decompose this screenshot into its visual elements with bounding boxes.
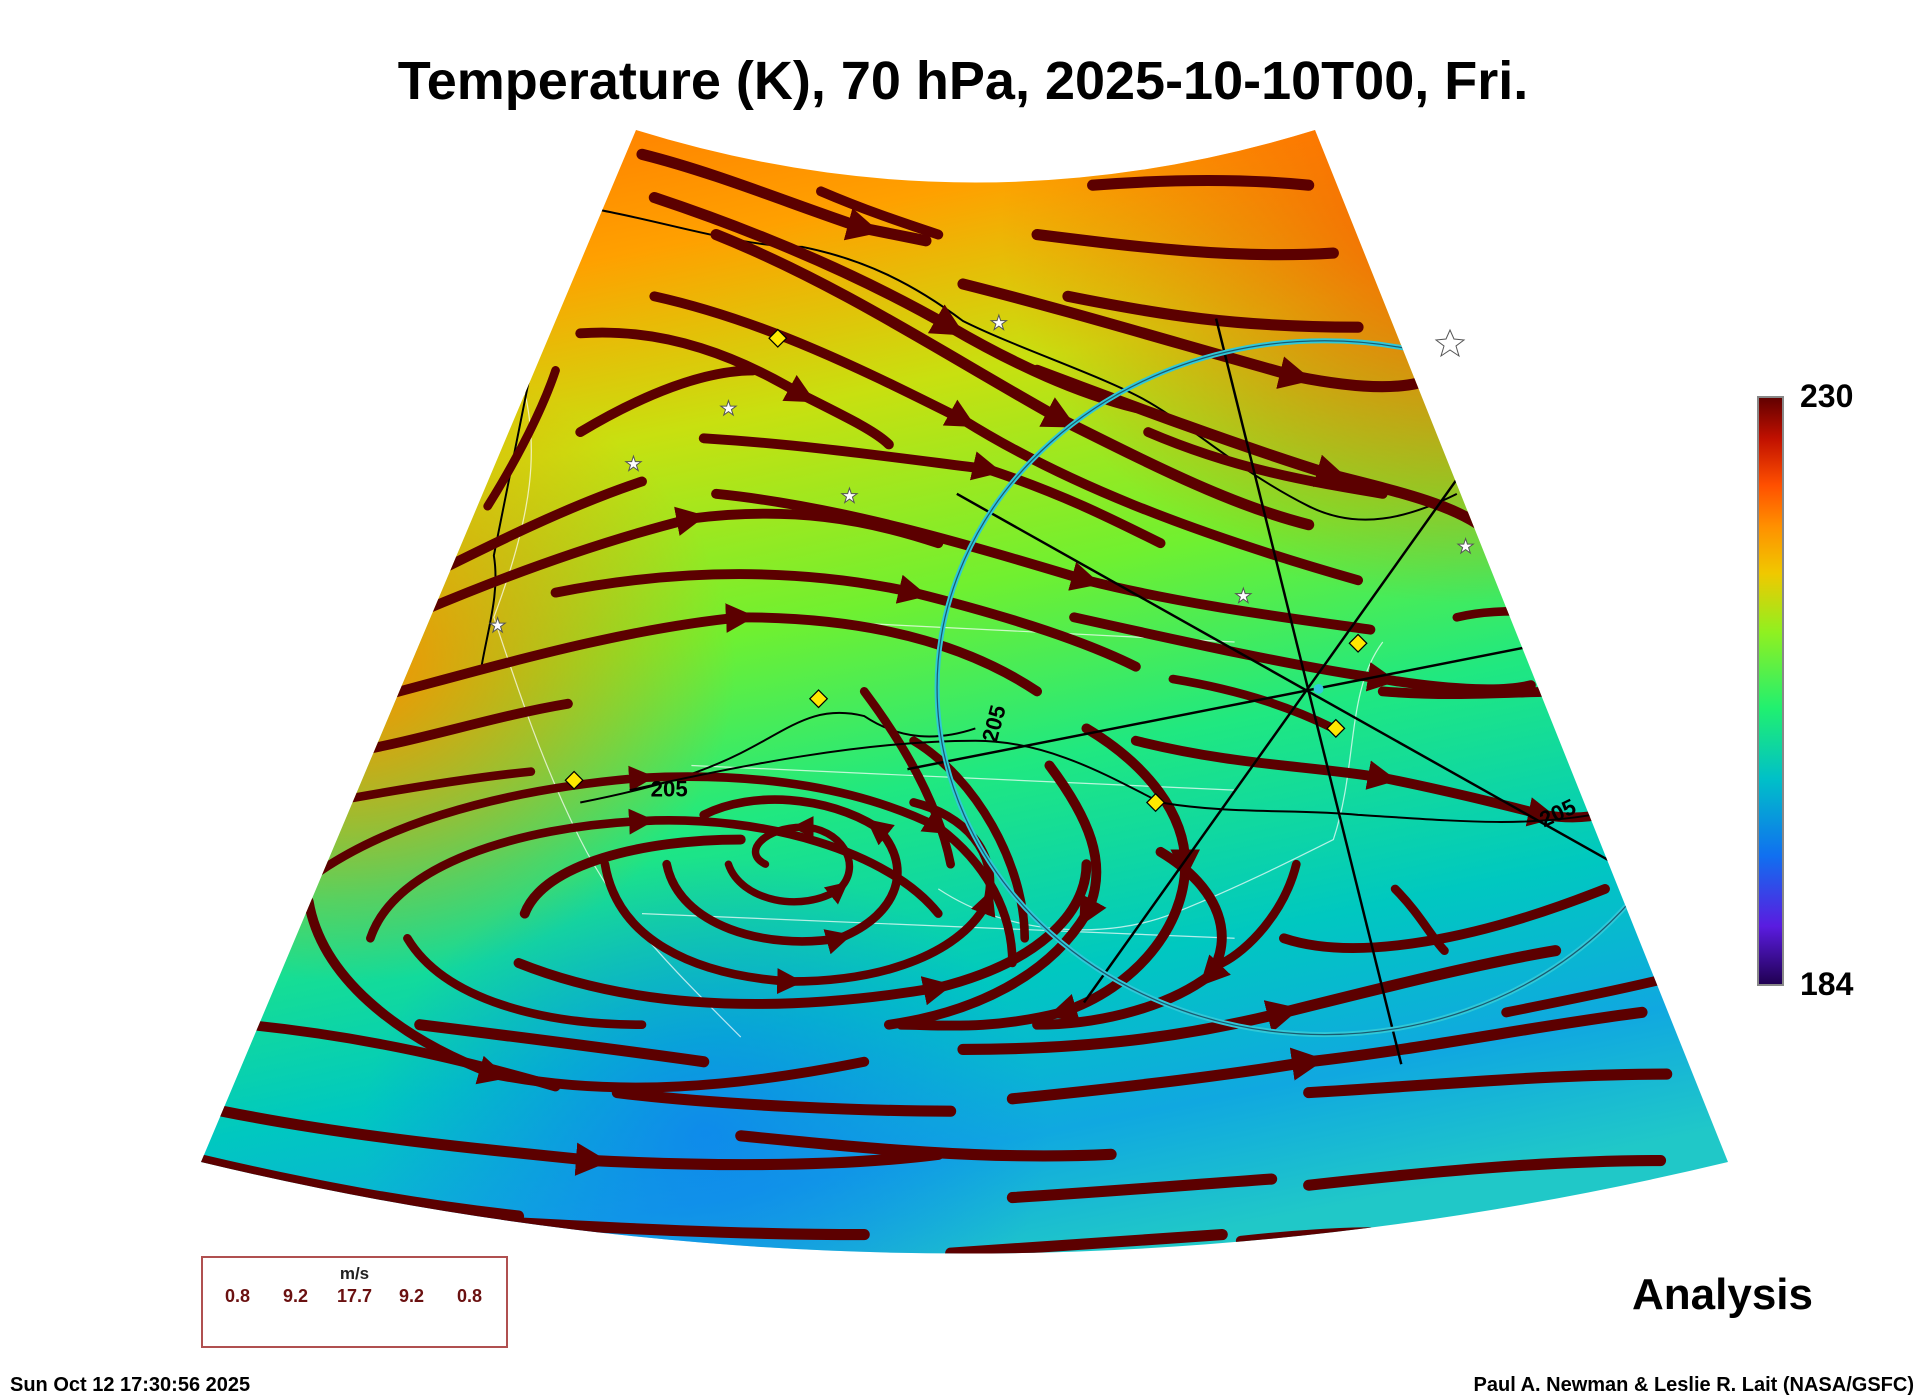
analysis-label: Analysis	[1632, 1270, 1813, 1319]
star-icon	[1434, 328, 1466, 358]
station-stars: ★ ★ ★ ★ ★ ★ ★	[488, 312, 1475, 637]
svg-text:★: ★	[489, 615, 507, 637]
station-diamonds	[564, 328, 1368, 813]
svg-text:★: ★	[1234, 585, 1252, 607]
legend-unit: m/s	[339, 1264, 370, 1283]
legend-value: 0.8	[225, 1286, 251, 1306]
legend-value: 17.7	[337, 1286, 373, 1306]
legend-value: 9.2	[399, 1286, 425, 1306]
svg-text:★: ★	[1457, 536, 1475, 558]
timestamp: Sun Oct 12 17:30:56 2025	[10, 1374, 251, 1396]
streamlines	[201, 148, 1684, 1254]
colorbar-min-label: 184	[1800, 966, 1854, 1002]
legend-value: 0.8	[457, 1286, 483, 1306]
contour-label: 205	[651, 776, 688, 801]
svg-text:★: ★	[990, 313, 1008, 335]
wind-speed-legend: m/s 0.8 9.2 17.7 9.2 0.8	[201, 1256, 508, 1348]
legend-value: 9.2	[283, 1286, 309, 1306]
svg-text:★: ★	[841, 485, 859, 507]
colorbar	[1757, 396, 1784, 986]
center-marker	[1313, 683, 1324, 694]
svg-text:★: ★	[624, 453, 642, 475]
credit: Paul A. Newman & Leslie R. Lait (NASA/GS…	[1473, 1374, 1914, 1396]
chart-title: Temperature (K), 70 hPa, 2025-10-10T00, …	[397, 51, 1529, 111]
svg-text:★: ★	[720, 398, 738, 420]
colorbar-max-label: 230	[1800, 378, 1854, 414]
temperature-field: ★ ★ ★ ★ ★ ★ ★	[201, 130, 1728, 1254]
